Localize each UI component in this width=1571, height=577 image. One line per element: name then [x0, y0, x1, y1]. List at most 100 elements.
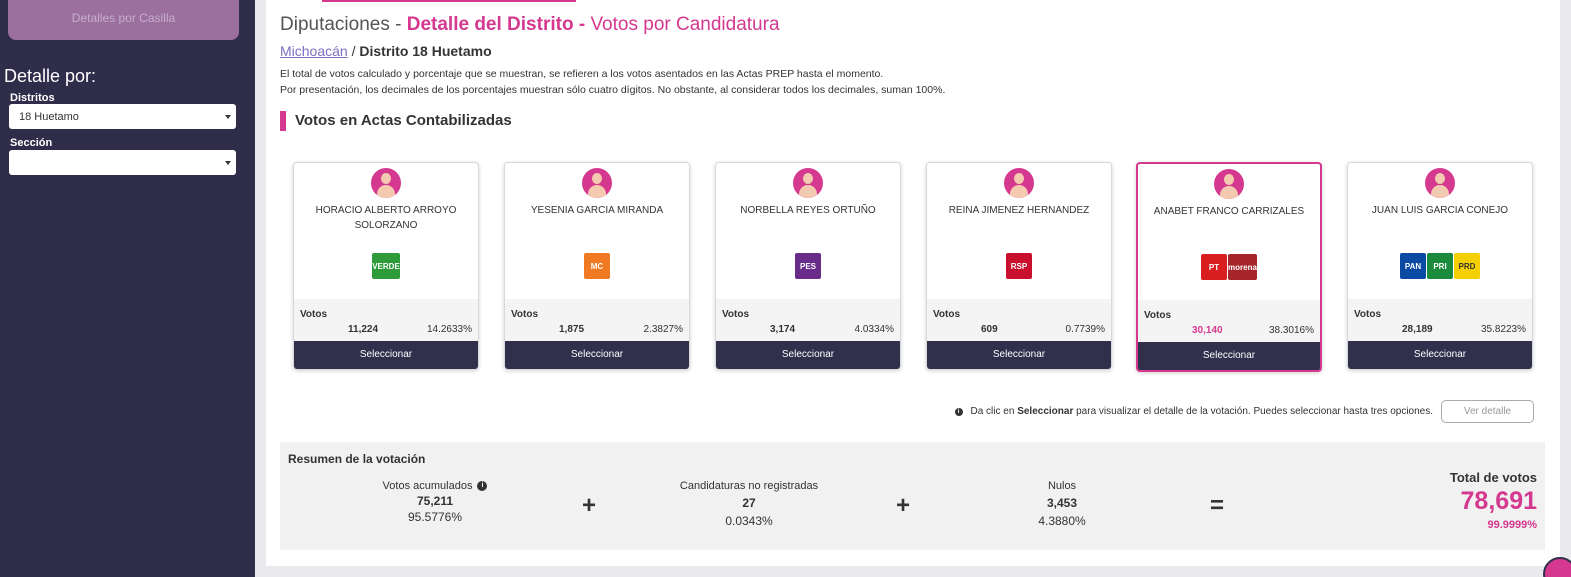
- party-logo-text: morena: [1228, 262, 1257, 272]
- candidate-card[interactable]: NORBELLA REYES ORTUÑO PES Votos 3,174 4.0334…: [715, 162, 901, 370]
- active-tab-indicator: [322, 0, 576, 2]
- votes-count: 11,224: [348, 324, 379, 335]
- votes-percentage: 4.0334%: [854, 324, 894, 335]
- no-registradas-pct: 0.0343%: [725, 514, 773, 528]
- party-logo-text: PRD: [1458, 261, 1476, 271]
- votes-count: 3,174: [770, 324, 796, 335]
- breadcrumb-separator: /: [347, 43, 360, 59]
- party-logo-text: PAN: [1404, 261, 1422, 271]
- votos-acumulados-label-text: Votos acumulados: [382, 480, 473, 492]
- sidebar: Detalles por Casilla Detalle por: Distri…: [0, 0, 255, 577]
- votes-label: Votos: [722, 309, 750, 320]
- distritos-label: Distritos: [10, 92, 55, 104]
- page-title: Diputaciones - Detalle del Distrito - Vo…: [280, 14, 780, 36]
- distritos-select-value: 18 Huetamo: [19, 111, 79, 123]
- votes-area: Votos 609 0.7739%: [927, 299, 1111, 342]
- votos-acumulados-label: Votos acumulados i: [335, 480, 535, 492]
- candidate-avatar: [793, 168, 823, 198]
- prd-logo: PRD: [1454, 253, 1480, 279]
- candidate-name: HORACIO ALBERTO ARROYO SOLORZANO: [315, 205, 457, 231]
- info-text: Da clic en Seleccionar para visualizar e…: [971, 406, 1434, 417]
- candidate-name: REINA JIMENEZ HERNANDEZ: [948, 205, 1090, 216]
- votos-acumulados: Votos acumulados i 75,211 95.5776%: [335, 480, 535, 524]
- party-logo-text: PES: [799, 261, 816, 271]
- votes-count: 609: [981, 324, 998, 335]
- seleccionar-button[interactable]: Seleccionar: [716, 341, 900, 369]
- party-logo-text: PRI: [1433, 261, 1447, 271]
- no-registradas-label: Candidaturas no registradas: [679, 480, 819, 492]
- detalles-por-casilla-button[interactable]: Detalles por Casilla: [8, 0, 239, 40]
- seleccionar-button[interactable]: Seleccionar: [927, 341, 1111, 369]
- votes-label: Votos: [511, 309, 539, 320]
- plus-sign: +: [896, 492, 911, 519]
- votes-count: 30,140: [1192, 325, 1223, 336]
- title-part-3: Votos por Candidatura: [590, 14, 780, 35]
- info-line: i Da clic en Seleccionar para visualizar…: [954, 400, 1534, 423]
- seccion-select[interactable]: [9, 150, 236, 175]
- breadcrumb-current: Distrito 18 Huetamo: [359, 43, 492, 59]
- votes-area: Votos 11,224 14.2633%: [294, 299, 478, 342]
- seleccionar-button[interactable]: Seleccionar: [1138, 342, 1320, 370]
- votes-label: Votos: [933, 309, 961, 320]
- candidate-card[interactable]: YESENIA GARCIA MIRANDA MC Votos 1,875 2.3827…: [504, 162, 690, 370]
- candidate-avatar: [582, 168, 612, 198]
- party-logos: PT morena: [1138, 254, 1320, 280]
- votes-percentage: 2.3827%: [643, 324, 683, 335]
- candidate-name: YESENIA GARCIA MIRANDA: [530, 205, 664, 216]
- total-votos-pct: 99.9999%: [1487, 519, 1537, 531]
- ver-detalle-button[interactable]: Ver detalle: [1441, 400, 1534, 423]
- candidaturas-no-registradas: Candidaturas no registradas 27 0.0343%: [649, 480, 849, 528]
- main-panel: Diputaciones - Detalle del Distrito - Vo…: [266, 0, 1560, 566]
- candidate-avatar: [1214, 169, 1244, 199]
- equals-sign: =: [1210, 492, 1225, 519]
- candidate-name: JUAN LUIS GARCIA CONEJO: [1371, 205, 1509, 216]
- party-logos: PES: [716, 253, 900, 279]
- rsp-logo: RSP: [1006, 253, 1032, 279]
- total-votos-value: 78,691: [1460, 487, 1537, 515]
- party-logo-text: PT: [1208, 262, 1220, 272]
- info-icon[interactable]: i: [477, 481, 488, 492]
- pri-logo: PRI: [1427, 253, 1453, 279]
- seccion-label: Sección: [10, 137, 53, 149]
- help-button[interactable]: [1543, 557, 1571, 577]
- votes-area: Votos 30,140 38.3016%: [1138, 300, 1320, 343]
- votes-count: 28,189: [1402, 324, 1433, 335]
- distritos-select[interactable]: 18 Huetamo: [9, 104, 236, 129]
- candidate-name: NORBELLA REYES ORTUÑO: [740, 205, 876, 216]
- seleccionar-button[interactable]: Seleccionar: [294, 341, 478, 369]
- verde-logo: VERDE: [372, 253, 400, 279]
- info-text-bold: Seleccionar: [1017, 406, 1074, 417]
- detalle-por-heading: Detalle por:: [4, 66, 97, 86]
- pt-logo: PT: [1201, 254, 1228, 280]
- movimiento-ciudadano-logo: MC: [584, 253, 610, 279]
- summary-title: Resumen de la votación: [288, 452, 426, 466]
- votes-area: Votos 3,174 4.0334%: [716, 299, 900, 342]
- title-part-1: Diputaciones -: [280, 14, 407, 35]
- votes-count: 1,875: [559, 324, 585, 335]
- candidate-avatar: [1004, 168, 1034, 198]
- candidate-card[interactable]: JUAN LUIS GARCIA CONEJO PAN PRI PRD Votos 28,…: [1347, 162, 1533, 370]
- pes-logo: PES: [795, 253, 821, 279]
- seleccionar-button[interactable]: Seleccionar: [1348, 341, 1532, 369]
- caret-down-icon: [225, 115, 231, 119]
- candidate-name: ANABET FRANCO CARRIZALES: [1153, 206, 1305, 217]
- candidate-card[interactable]: HORACIO ALBERTO ARROYO SOLORZANO VERDE Vot…: [293, 162, 479, 370]
- votes-label: Votos: [300, 309, 328, 320]
- info-text-after: para visualizar el detalle de la votació…: [1073, 406, 1433, 417]
- candidate-card[interactable]: REINA JIMENEZ HERNANDEZ RSP Votos 609 0.7739…: [926, 162, 1112, 370]
- seleccionar-button[interactable]: Seleccionar: [505, 341, 689, 369]
- breadcrumb-link-michoacan[interactable]: Michoacán: [280, 43, 348, 59]
- votes-area: Votos 1,875 2.3827%: [505, 299, 689, 342]
- votes-area: Votos 28,189 35.8223%: [1348, 299, 1532, 342]
- party-logo-text: MC: [590, 261, 604, 271]
- nulos-label: Nulos: [1047, 480, 1077, 492]
- morena-logo: morena: [1228, 254, 1257, 280]
- caret-down-icon: [225, 161, 231, 165]
- votes-label: Votos: [1354, 309, 1382, 320]
- info-icon: i: [954, 407, 963, 416]
- note-line-2: Por presentación, los decimales de los p…: [280, 84, 946, 96]
- votes-percentage: 14.2633%: [426, 324, 472, 335]
- candidate-avatar: [371, 168, 401, 198]
- votes-percentage: 0.7739%: [1065, 324, 1105, 335]
- candidate-card[interactable]: ANABET FRANCO CARRIZALES PT morena Votos 30,…: [1136, 162, 1322, 372]
